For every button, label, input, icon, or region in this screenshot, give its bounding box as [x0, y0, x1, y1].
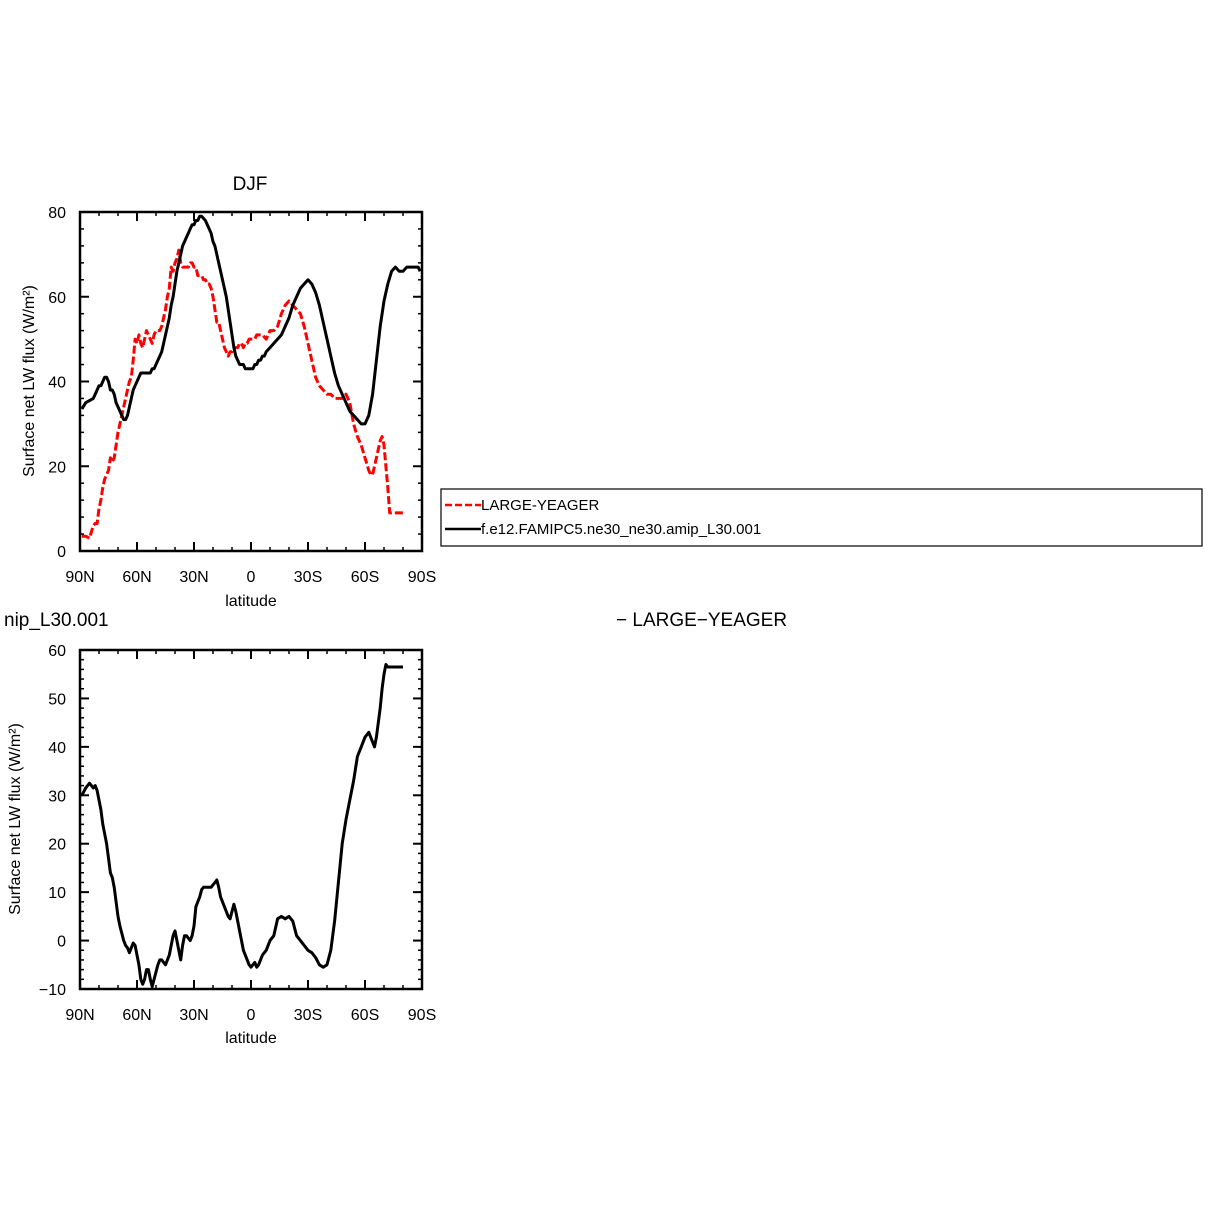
- plot-frame: [78, 648, 424, 991]
- chart-title-left: nip_L30.001: [4, 610, 109, 631]
- x-axis-label: latitude: [225, 1030, 277, 1047]
- y-tick-label: 0: [57, 544, 66, 561]
- x-tick-label: 60N: [122, 1007, 151, 1024]
- legend: LARGE-YEAGER f.e12.FAMIPC5.ne30_ne30.ami…: [440, 488, 1203, 547]
- panel-difference: nip_L30.001 − LARGE−YEAGER 90N 60N 30N 0 30S…: [4, 610, 787, 1047]
- x-tick-label: 90S: [408, 569, 436, 586]
- y-axis-label: Surface net LW flux (W/m²): [21, 285, 38, 477]
- x-tick-label: 60S: [351, 1007, 379, 1024]
- y-tick-label: 20: [48, 459, 66, 476]
- y-tick-label: 80: [48, 205, 66, 222]
- x-tick-label: 30N: [179, 569, 208, 586]
- x-tick-label: 30S: [294, 569, 322, 586]
- y-tick-label: 60: [48, 290, 66, 307]
- x-tick-label: 90N: [65, 569, 94, 586]
- legend-box: [440, 488, 1203, 547]
- x-tick-label: 0: [247, 1007, 256, 1024]
- legend-entry-model: f.e12.FAMIPC5.ne30_ne30.amip_L30.001: [481, 521, 761, 538]
- chart-title: DJF: [233, 174, 268, 195]
- y-tick-label: 20: [48, 837, 66, 854]
- x-tick-label: 30N: [179, 1007, 208, 1024]
- series-line-model: [80, 214, 422, 426]
- series-line-obs: [81, 248, 403, 540]
- panel-djf: DJF 90N 60N 30N 0 30S 60S 90S 0 20 40 60 80 latitud…: [21, 174, 436, 610]
- y-tick-label: 40: [48, 740, 66, 757]
- plot-frame: [78, 210, 424, 553]
- y-tick-label: −10: [39, 982, 66, 999]
- x-axis-label: latitude: [225, 593, 277, 610]
- x-tick-label: 60N: [122, 569, 151, 586]
- x-tick-label: 0: [247, 569, 256, 586]
- y-tick-label: 50: [48, 691, 66, 708]
- x-tick-label: 60S: [351, 569, 379, 586]
- y-tick-label: 40: [48, 375, 66, 392]
- x-tick-label: 90N: [65, 1007, 94, 1024]
- y-tick-label: 30: [48, 788, 66, 805]
- y-tick-label: 0: [57, 934, 66, 951]
- y-tick-label: 10: [48, 885, 66, 902]
- series-line-model: [80, 663, 403, 989]
- y-tick-label: 60: [48, 643, 66, 660]
- x-tick-label: 90S: [408, 1007, 436, 1024]
- chart-subtitle: − LARGE−YEAGER: [616, 610, 787, 631]
- legend-entry-obs: LARGE-YEAGER: [481, 497, 600, 514]
- x-tick-label: 30S: [294, 1007, 322, 1024]
- y-axis-label: Surface net LW flux (W/m²): [7, 723, 24, 915]
